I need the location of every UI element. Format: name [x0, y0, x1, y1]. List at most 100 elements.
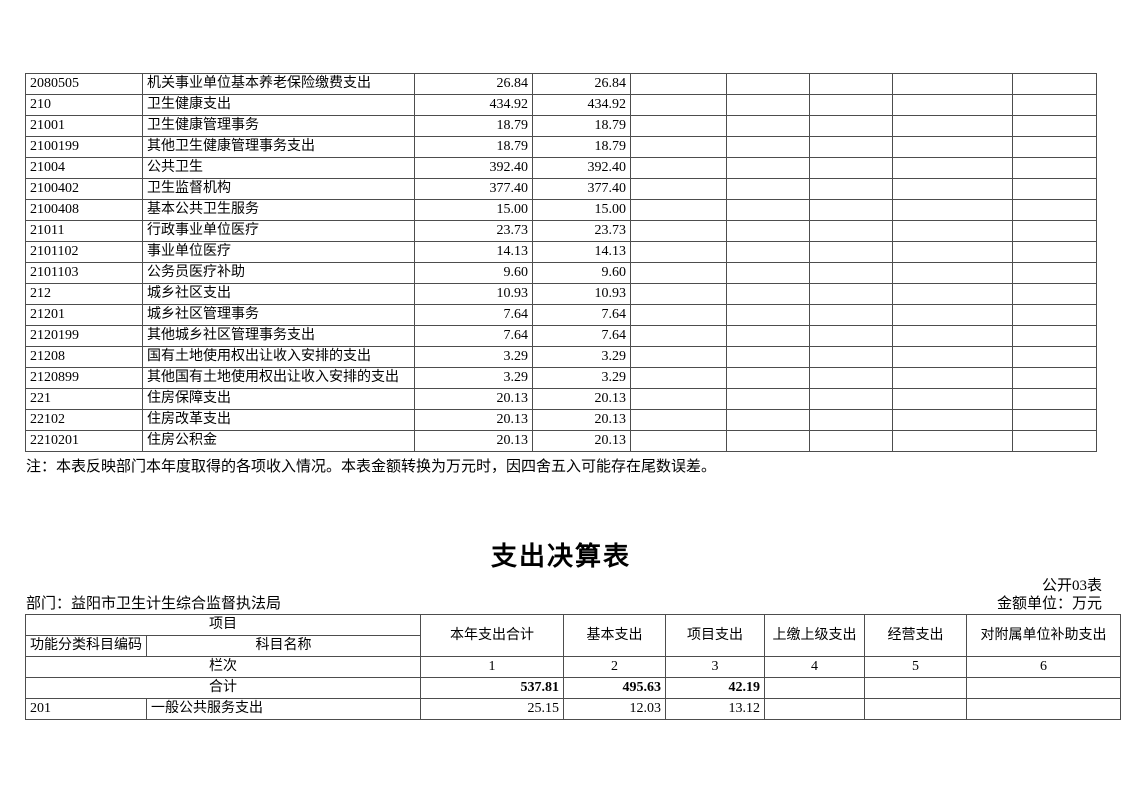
lanci-col-1: 1 [420, 656, 564, 678]
income-cell-value-7 [1012, 304, 1097, 326]
income-cell-value-3 [630, 409, 727, 431]
income-cell-value-1: 20.13 [414, 409, 533, 431]
income-cell-value-7 [1012, 94, 1097, 116]
expenditure-table-row: 201 一般公共服务支出 25.15 12.03 13.12 [25, 698, 1121, 720]
income-cell-value-6 [892, 262, 1013, 284]
income-cell-value-6 [892, 241, 1013, 263]
income-cell-value-2: 18.79 [532, 115, 631, 137]
income-cell-name: 公务员医疗补助 [142, 262, 415, 284]
income-cell-code: 22102 [25, 409, 143, 431]
income-cell-code: 2120199 [25, 325, 143, 347]
income-cell-name: 机关事业单位基本养老保险缴费支出 [142, 73, 415, 95]
income-cell-code: 2101102 [25, 241, 143, 263]
income-table-row: 2100199 其他卫生健康管理事务支出 18.79 18.79 [25, 136, 1097, 158]
income-cell-value-4 [726, 304, 810, 326]
table-number: 公开03表 [1041, 578, 1102, 594]
income-cell-value-4 [726, 199, 810, 221]
header-name-label: 科目名称 [146, 635, 421, 657]
income-cell-value-2: 20.13 [532, 409, 631, 431]
income-table-row: 210 卫生健康支出 434.92 434.92 [25, 94, 1097, 116]
income-cell-value-1: 9.60 [414, 262, 533, 284]
total-label: 合计 [25, 677, 421, 699]
income-cell-value-5 [809, 325, 893, 347]
header-col-upper-level: 上缴上级支出 [764, 614, 865, 657]
income-cell-value-3 [630, 367, 727, 389]
income-table-note: 注：本表反映部门本年度取得的各项收入情况。本表金额转换为万元时，因四舍五入可能存… [26, 459, 717, 475]
income-cell-value-5 [809, 178, 893, 200]
income-cell-name: 卫生健康支出 [142, 94, 415, 116]
income-cell-value-6 [892, 304, 1013, 326]
income-cell-value-3 [630, 262, 727, 284]
income-cell-code: 210 [25, 94, 143, 116]
income-cell-value-4 [726, 94, 810, 116]
income-cell-value-7 [1012, 199, 1097, 221]
income-cell-value-1: 18.79 [414, 136, 533, 158]
income-cell-code: 2100408 [25, 199, 143, 221]
income-cell-value-5 [809, 283, 893, 305]
income-table-row: 21208 国有土地使用权出让收入安排的支出 3.29 3.29 [25, 346, 1097, 368]
income-cell-value-5 [809, 73, 893, 95]
income-cell-value-5 [809, 367, 893, 389]
income-cell-value-4 [726, 409, 810, 431]
income-cell-value-7 [1012, 367, 1097, 389]
lanci-row: 栏次 1 2 3 4 5 6 [25, 656, 1121, 678]
income-table-row: 2080505 机关事业单位基本养老保险缴费支出 26.84 26.84 [25, 73, 1097, 95]
income-cell-value-4 [726, 220, 810, 242]
income-cell-value-5 [809, 304, 893, 326]
income-cell-name: 公共卫生 [142, 157, 415, 179]
income-cell-code: 221 [25, 388, 143, 410]
income-table-row: 2210201 住房公积金 20.13 20.13 [25, 430, 1097, 452]
income-cell-value-7 [1012, 430, 1097, 452]
income-cell-value-1: 3.29 [414, 367, 533, 389]
income-cell-value-5 [809, 262, 893, 284]
income-cell-name: 行政事业单位医疗 [142, 220, 415, 242]
income-cell-value-7 [1012, 409, 1097, 431]
income-cell-value-6 [892, 178, 1013, 200]
income-table: 2080505 机关事业单位基本养老保险缴费支出 26.84 26.84 210 卫生健康… [25, 73, 1097, 452]
income-cell-code: 2120899 [25, 367, 143, 389]
income-table-row: 22102 住房改革支出 20.13 20.13 [25, 409, 1097, 431]
income-cell-value-4 [726, 388, 810, 410]
income-cell-value-2: 3.29 [532, 346, 631, 368]
income-cell-value-1: 7.64 [414, 325, 533, 347]
total-value-4 [764, 677, 865, 699]
income-table-row: 21004 公共卫生 392.40 392.40 [25, 157, 1097, 179]
income-cell-name: 其他国有土地使用权出让收入安排的支出 [142, 367, 415, 389]
income-cell-value-6 [892, 388, 1013, 410]
income-cell-code: 2100199 [25, 136, 143, 158]
income-cell-value-1: 3.29 [414, 346, 533, 368]
income-cell-value-4 [726, 262, 810, 284]
total-value-1: 537.81 [420, 677, 564, 699]
income-table-row: 21001 卫生健康管理事务 18.79 18.79 [25, 115, 1097, 137]
header-col-basic: 基本支出 [563, 614, 666, 657]
income-table-body: 2080505 机关事业单位基本养老保险缴费支出 26.84 26.84 210 卫生健康… [25, 73, 1097, 452]
income-cell-value-2: 20.13 [532, 388, 631, 410]
income-cell-value-1: 377.40 [414, 178, 533, 200]
total-value-3: 42.19 [665, 677, 765, 699]
income-cell-value-3 [630, 220, 727, 242]
income-cell-value-7 [1012, 241, 1097, 263]
expenditure-cell-name: 一般公共服务支出 [146, 698, 421, 720]
income-cell-value-5 [809, 346, 893, 368]
income-cell-value-6 [892, 136, 1013, 158]
department-line: 部门：益阳市卫生计生综合监督执法局 [26, 596, 282, 612]
income-cell-code: 21201 [25, 304, 143, 326]
income-cell-value-3 [630, 94, 727, 116]
income-cell-value-7 [1012, 220, 1097, 242]
income-cell-value-5 [809, 220, 893, 242]
income-table-row: 2101103 公务员医疗补助 9.60 9.60 [25, 262, 1097, 284]
income-cell-name: 住房改革支出 [142, 409, 415, 431]
income-cell-value-3 [630, 178, 727, 200]
income-cell-value-4 [726, 73, 810, 95]
income-cell-value-4 [726, 178, 810, 200]
income-cell-value-1: 18.79 [414, 115, 533, 137]
income-cell-name: 事业单位医疗 [142, 241, 415, 263]
income-cell-value-1: 392.40 [414, 157, 533, 179]
income-table-row: 2120899 其他国有土地使用权出让收入安排的支出 3.29 3.29 [25, 367, 1097, 389]
total-value-6 [966, 677, 1121, 699]
income-cell-code: 2100402 [25, 178, 143, 200]
income-cell-value-5 [809, 241, 893, 263]
income-cell-value-7 [1012, 136, 1097, 158]
income-cell-value-5 [809, 199, 893, 221]
income-cell-name: 城乡社区管理事务 [142, 304, 415, 326]
